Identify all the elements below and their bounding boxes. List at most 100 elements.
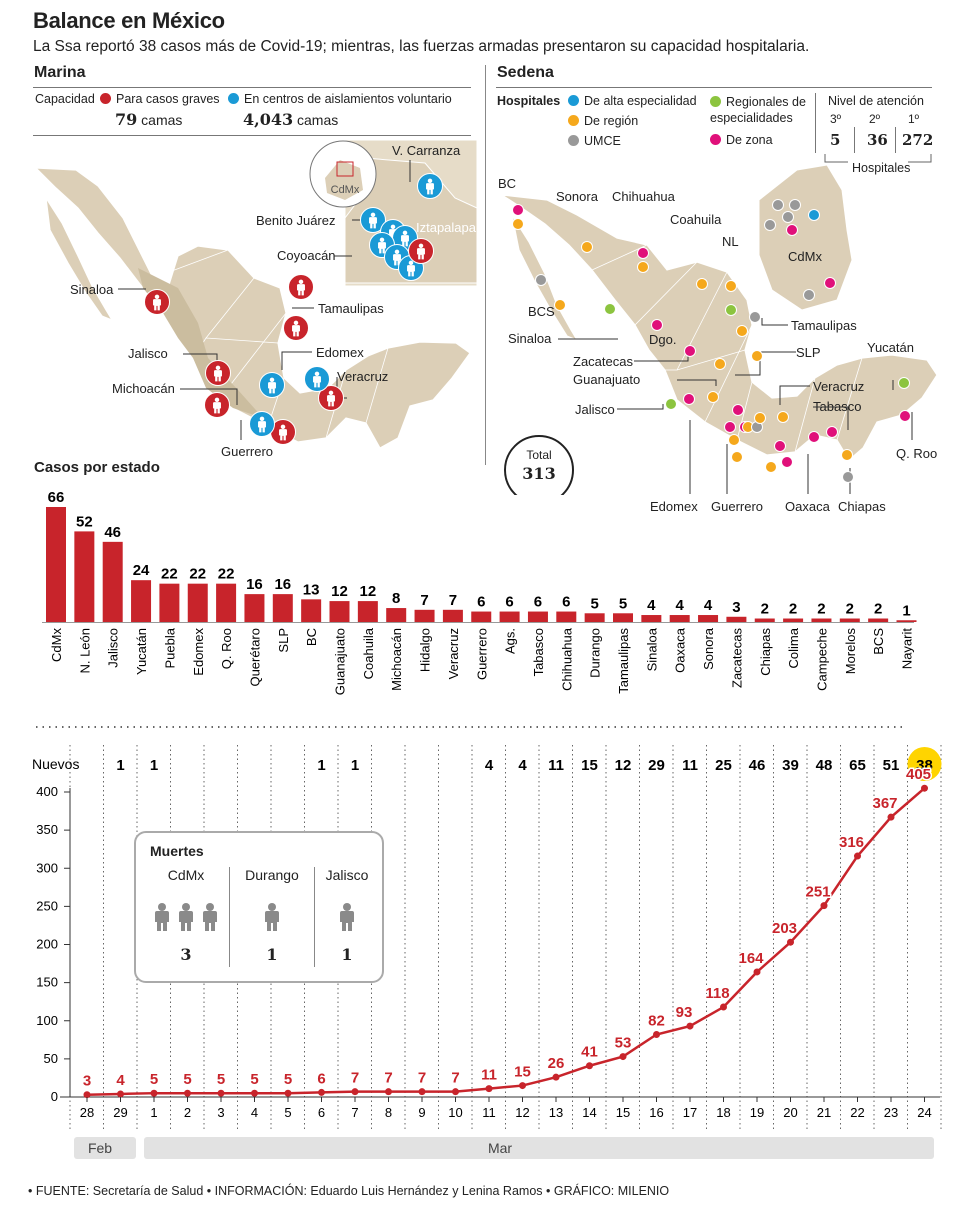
nuevos-value: 65 [849,757,866,774]
sedena-label-yucatan: Yucatán [867,340,914,355]
bar [499,611,520,622]
marina-map-mainland [34,167,471,449]
bar-value-label: 22 [218,566,235,583]
blue-dot-icon [228,93,239,104]
month-bar-feb [74,1137,136,1159]
bar-value-label: 6 [534,594,542,611]
bar-category-label: SLP [276,628,291,653]
person-icon [401,230,409,246]
marina-label-jalisco: Jalisco [128,346,168,361]
bar [357,601,378,622]
cases-point [921,784,928,792]
y-tick-label: 250 [36,898,58,913]
sedena-label-cdmx: CdMx [788,249,822,264]
nuevos-value: 39 [782,757,799,774]
marina-label-vcarranza: V. Carranza [392,143,461,158]
person-icon [313,371,321,387]
bar [868,618,889,622]
month-label-mar: Mar [488,1140,512,1156]
bar-value-label: 3 [732,599,740,616]
bar [301,599,322,622]
x-tick-label: 14 [582,1105,596,1120]
cases-point [150,1089,158,1097]
muertes-count-jalisco: 1 [341,945,353,964]
cases-value-label: 3 [83,1073,91,1090]
muertes-person-wrap [176,897,196,942]
sedena-dot-orange [696,278,708,290]
cases-value-label: 4 [116,1072,125,1089]
y-tick-label: 150 [36,975,58,990]
person-icon [258,416,266,432]
sedena-dot-orange [581,241,593,253]
legend-regionales: Regionales de especialidades [710,94,810,126]
sedena-dot-orange [714,358,726,370]
x-tick-label: 15 [616,1105,630,1120]
sedena-dot-magenta [732,404,744,416]
bar-value-label: 4 [647,597,656,614]
x-tick-label: 11 [482,1105,496,1120]
nivel-footer: Hospitales [852,161,911,175]
bar-value-label: 22 [161,566,178,583]
marina-marker-red [408,238,434,264]
legend-alta-label: De alta especialidad [584,94,697,108]
sedena-label-tamaulipas: Tamaulipas [791,318,857,333]
marina-marker-red [144,289,170,315]
sedena-dot-magenta [724,421,736,433]
sedena-dot-blue [808,209,820,221]
bar-category-label: Chiapas [758,628,773,676]
muertes-sep-2 [314,867,315,967]
cases-value-label: 316 [839,834,864,851]
nuevos-value: 46 [749,757,766,774]
cases-point [686,1022,694,1030]
muertes-state-jalisco: Jalisco [325,867,369,883]
cases-point [720,1003,727,1011]
cases-point [284,1089,292,1097]
bar-chart-title: Casos por estado [34,459,160,476]
sedena-dot-orange [725,280,737,292]
person-icon [417,243,425,259]
cases-point [485,1085,493,1093]
cases-point [753,968,761,976]
bar-category-label: Puebla [162,627,177,668]
bar-value-label: 16 [246,576,263,593]
bar [329,601,350,622]
marina-marker-red [283,315,309,341]
bar [102,541,123,622]
bar-value-label: 6 [562,594,570,611]
sedena-hospitales-label: Hospitales [497,94,561,108]
cases-value-label: 41 [581,1044,598,1061]
marina-graves-unit: camas [141,112,183,128]
cases-point [184,1089,191,1097]
sedena-label-chihuahua: Chihuahua [612,189,675,204]
marina-label-benitojuarez: Benito Juárez [256,213,336,228]
bar-category-label: Nayarit [900,628,915,670]
x-tick-label: 18 [716,1105,730,1120]
y-tick-label: 350 [36,822,58,837]
bar-value-label: 7 [420,592,428,609]
cases-value-label: 7 [451,1070,459,1087]
bar [414,609,435,622]
sedena-dot-orange [765,461,777,473]
person-icon [407,260,415,276]
sedena-dot-magenta [512,204,524,216]
muertes-box: Muertes CdMx Durango Jalisco 3 1 1 [134,831,384,983]
marina-aislamiento-label: En centros de aislamientos voluntario [244,92,452,106]
legend-zona-label: De zona [726,133,773,147]
cases-point [586,1062,593,1070]
sedena-dot-magenta [781,456,793,468]
bar-value-label: 12 [360,583,377,600]
sedena-label-oaxaca: Oaxaca [785,499,830,514]
bar-category-label: Colima [786,627,801,668]
marina-marker-red [288,274,314,300]
marina-aislamiento-value: 4,043 camas [243,110,338,129]
sedena-dot-green [604,303,616,315]
cases-value-label: 5 [250,1071,258,1088]
gray-dot-icon [568,135,579,146]
bar [527,611,548,622]
marina-label-veracruz: Veracruz [337,369,389,384]
footer-credits: • FUENTE: Secretaría de Salud • INFORMAC… [28,1184,670,1198]
sedena-dot-gray [782,211,794,223]
person-icon [265,903,279,931]
bar-category-label: Oaxaca [673,627,688,673]
bar [74,531,95,622]
